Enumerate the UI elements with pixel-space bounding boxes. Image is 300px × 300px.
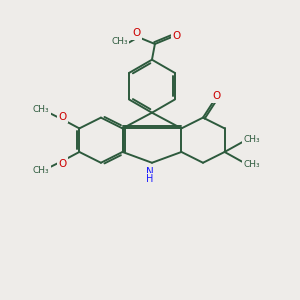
Text: O: O: [172, 31, 181, 41]
Text: O: O: [132, 28, 140, 38]
Text: O: O: [58, 159, 67, 169]
Text: O: O: [58, 112, 67, 122]
Text: CH₃: CH₃: [244, 160, 260, 169]
Text: CH₃: CH₃: [244, 135, 260, 144]
Text: N: N: [146, 167, 154, 177]
Text: O: O: [213, 91, 221, 101]
Text: CH₃: CH₃: [111, 37, 128, 46]
Text: CH₃: CH₃: [33, 166, 50, 175]
Text: H: H: [146, 174, 154, 184]
Text: CH₃: CH₃: [33, 105, 50, 114]
